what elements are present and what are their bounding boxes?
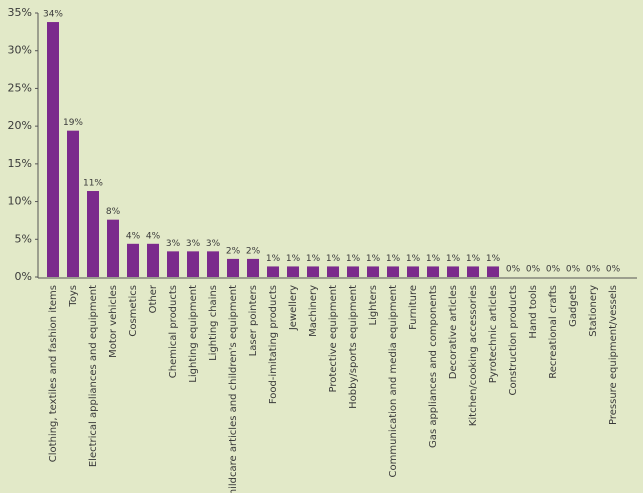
value-label: 19%: [63, 118, 83, 128]
x-tick-label: Lighting equipment: [188, 285, 199, 383]
x-tick-label: Lighters: [368, 285, 379, 325]
value-label: 2%: [246, 246, 261, 256]
y-tick-label: 25%: [8, 81, 32, 94]
bar: [247, 258, 259, 277]
y-tick-label: 5%: [15, 232, 32, 245]
bar: [367, 266, 379, 277]
y-tick-label: 10%: [8, 195, 32, 208]
bar: [287, 266, 299, 277]
value-label: 3%: [186, 239, 201, 249]
y-tick-label: 35%: [8, 6, 32, 19]
bar: [47, 22, 59, 278]
bar: [347, 266, 359, 277]
bar: [327, 266, 339, 277]
bar: [87, 191, 99, 277]
bar: [447, 266, 459, 277]
bar: [187, 251, 199, 277]
x-tick-label: Toys: [68, 285, 79, 308]
x-tick-label: Jewellery: [288, 285, 299, 331]
value-label: 1%: [306, 254, 321, 264]
value-label: 1%: [426, 254, 441, 264]
x-tick-label: Recreational crafts: [548, 285, 559, 379]
value-label: 0%: [526, 265, 541, 275]
x-tick-label: Hobby/sports equipment: [348, 285, 359, 409]
x-tick-label: Kitchen/cooking accessories: [468, 285, 479, 426]
x-tick-label: Food-imitating products: [268, 285, 279, 404]
value-label: 3%: [206, 239, 221, 249]
x-tick-label: Pyrotechnic articles: [488, 285, 499, 383]
value-label: 0%: [546, 265, 561, 275]
x-tick-label: Pressure equipment/vessels: [608, 285, 619, 425]
y-tick-label: 30%: [8, 44, 32, 57]
x-tick-label: Clothing, textiles and fashion items: [48, 285, 59, 462]
x-tick-label: Chemical products: [168, 285, 179, 378]
value-label: 4%: [146, 231, 161, 241]
bar: [467, 266, 479, 277]
value-label: 1%: [366, 254, 381, 264]
x-tick-label: Other: [148, 284, 159, 313]
x-tick-label: Hand tools: [528, 285, 539, 339]
x-tick-label: Gas appliances and components: [428, 285, 439, 448]
value-label: 1%: [266, 254, 281, 264]
value-label: 0%: [506, 265, 521, 275]
bar: [427, 266, 439, 277]
value-label: 4%: [126, 231, 141, 241]
value-label: 1%: [286, 254, 301, 264]
value-label: 1%: [466, 254, 481, 264]
x-tick-label: Furniture: [408, 285, 419, 330]
value-label: 3%: [166, 239, 181, 249]
x-tick-label: Electrical appliances and equipment: [88, 285, 99, 467]
value-label: 11%: [83, 179, 103, 189]
value-label: 1%: [486, 254, 501, 264]
x-tick-label: Construction products: [508, 285, 519, 396]
bar: [127, 243, 139, 277]
x-tick-label: Protective equipment: [328, 285, 339, 393]
value-label: 1%: [446, 254, 461, 264]
x-tick-label: Machinery: [308, 285, 319, 337]
bar: [67, 130, 79, 277]
y-tick-label: 0%: [15, 270, 32, 283]
value-label: 1%: [346, 254, 361, 264]
bar: [147, 243, 159, 277]
value-label: 0%: [606, 265, 621, 275]
value-label: 2%: [226, 246, 241, 256]
x-tick-label: Cosmetics: [128, 285, 139, 337]
bar: [307, 266, 319, 277]
x-tick-label: Motor vehicles: [108, 285, 119, 358]
bar: [107, 219, 119, 277]
x-tick-label: Childcare articles and children's equipm…: [228, 285, 239, 493]
value-label: 1%: [326, 254, 341, 264]
bar: [487, 266, 499, 277]
value-label: 0%: [586, 265, 601, 275]
bar: [267, 266, 279, 277]
y-tick-label: 20%: [8, 119, 32, 132]
y-tick-label: 15%: [8, 157, 32, 170]
value-label: 0%: [566, 265, 581, 275]
bar: [387, 266, 399, 277]
bar: [167, 251, 179, 277]
bar: [227, 258, 239, 277]
x-tick-label: Stationery: [588, 285, 599, 337]
x-tick-label: Lighting chains: [208, 285, 219, 361]
value-label: 34%: [43, 10, 63, 20]
value-label: 8%: [106, 207, 121, 217]
x-tick-label: Decorative articles: [448, 285, 459, 379]
value-label: 1%: [386, 254, 401, 264]
bar: [207, 251, 219, 277]
value-label: 1%: [406, 254, 421, 264]
bar: [407, 266, 419, 277]
x-tick-label: Communication and media equipment: [388, 285, 399, 478]
x-tick-label: Laser pointers: [248, 285, 259, 356]
x-tick-label: Gadgets: [568, 285, 579, 327]
